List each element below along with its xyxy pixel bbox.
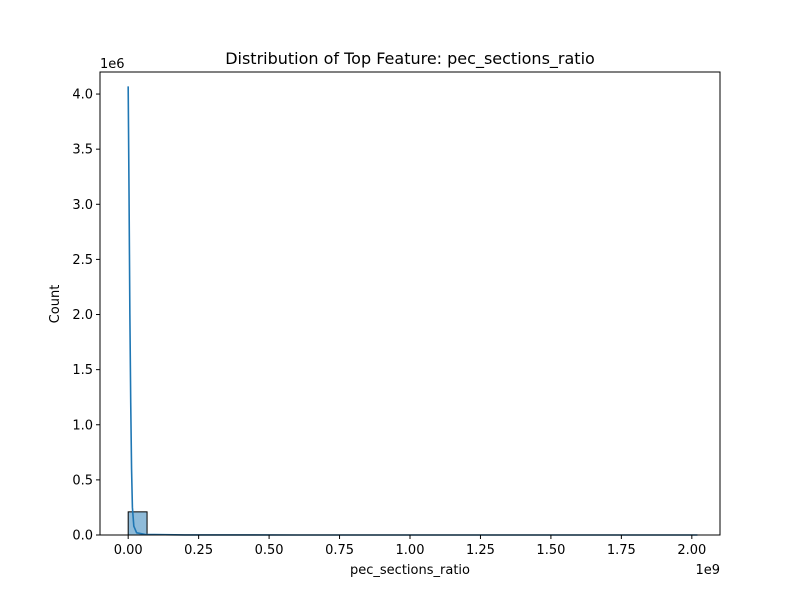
kde-line [127,86,698,536]
x-tick-label: 1.00 [396,543,425,558]
x-tick-label: 0.25 [184,543,213,558]
x-tick-label: 1.25 [466,543,495,558]
x-tick-label: 0.75 [325,543,354,558]
y-tick-label: 2.0 [72,308,93,323]
y-tick-label: 3.0 [72,198,93,213]
y-tick-label: 1.0 [72,418,93,433]
y-tick-label: 3.5 [72,143,93,158]
x-tick-label: 0.50 [255,543,284,558]
y-tick-label: 2.5 [72,253,93,268]
y-tick-label: 0.5 [72,473,93,488]
plot-frame [99,71,721,536]
x-axis-label: pec_sections_ratio [350,563,470,578]
histogram-bar-0 [127,511,148,536]
y-tick-label: 4.0 [72,88,93,103]
y-tick-label: 1.5 [72,363,93,378]
y-tick-label: 0.0 [72,529,93,544]
x-tick-label: 1.50 [536,543,565,558]
x-tick-label: 0.00 [114,543,143,558]
chart-title: Distribution of Top Feature: pec_section… [225,49,595,69]
y-axis-label: Count [48,285,63,324]
y-axis-offset-label: 1e6 [100,57,125,72]
x-axis-offset-label: 1e9 [695,563,720,578]
x-tick-label: 2.00 [677,543,706,558]
x-tick-label: 1.75 [607,543,636,558]
plot-area: 0.00 0.25 0.50 0.75 1.00 1.25 1.50 1.75 2.00 0.0 0… [72,71,721,558]
